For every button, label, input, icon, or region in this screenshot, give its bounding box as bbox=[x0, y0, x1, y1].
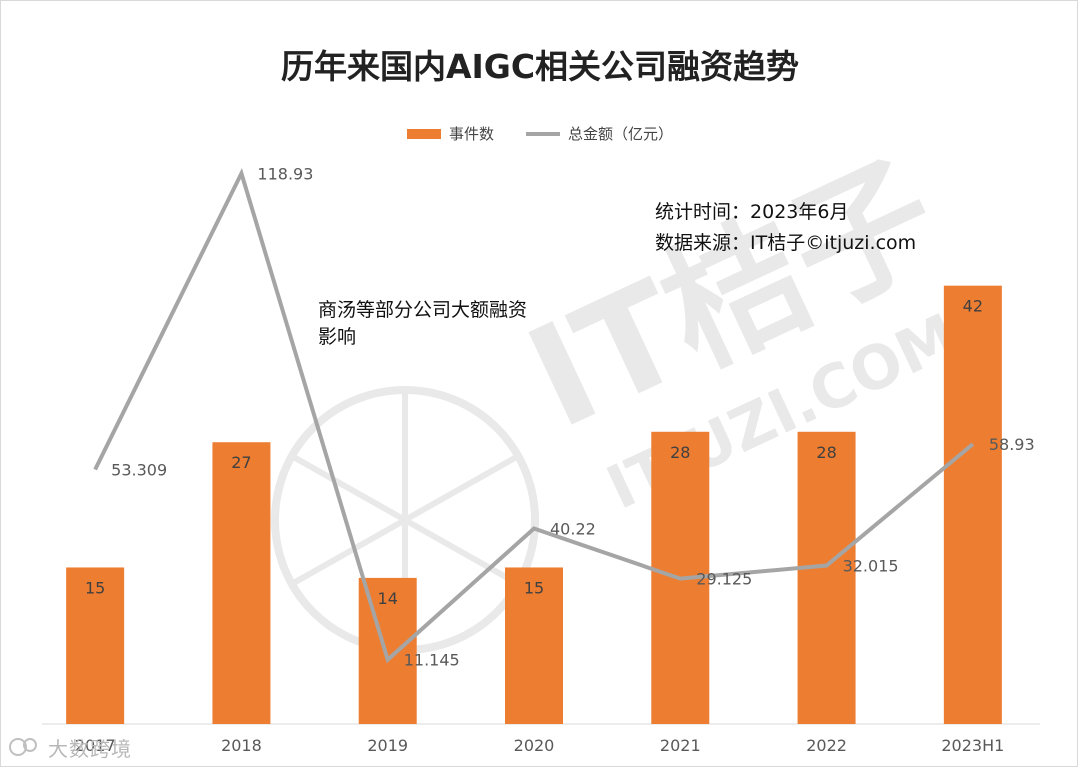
bar-label-2020: 15 bbox=[524, 578, 544, 597]
bar-2023H1 bbox=[943, 285, 1002, 724]
stat-time-value: 2023年6月 bbox=[750, 201, 849, 223]
corner-watermark-icon bbox=[9, 738, 37, 756]
bar-2020 bbox=[505, 567, 563, 724]
bar-2017 bbox=[66, 567, 125, 724]
legend-swatch-line bbox=[526, 131, 560, 136]
x-tick-labels: 2017 2018 2019 2020 2021 2022 2023H1 bbox=[75, 736, 1005, 755]
legend-item-events: 事件数 bbox=[406, 123, 494, 144]
bar-label-2023H1: 42 bbox=[963, 297, 983, 316]
corner-watermark-text: 大数跨境 bbox=[48, 737, 132, 761]
amount-line bbox=[93, 167, 975, 664]
line-label-2023H1: 58.93 bbox=[989, 435, 1035, 454]
legend-label-amount: 总金额（亿元） bbox=[568, 125, 674, 143]
legend-label-events: 事件数 bbox=[448, 125, 494, 143]
source-value: IT桔子©itjuzi.com bbox=[750, 232, 917, 254]
bar-label-2018: 27 bbox=[231, 453, 251, 472]
bar-2018 bbox=[212, 442, 271, 724]
x-tick-2019: 2019 bbox=[367, 736, 408, 755]
legend: 事件数 总金额（亿元） bbox=[0, 123, 1080, 144]
legend-swatch-bar bbox=[406, 128, 441, 139]
bar-labels: 15 27 14 15 28 28 42 bbox=[85, 297, 983, 608]
source-row: 数据来源：IT桔子©itjuzi.com bbox=[655, 228, 916, 259]
legend-item-amount: 总金额（亿元） bbox=[526, 123, 673, 144]
source-label: 数据来源： bbox=[655, 232, 751, 254]
bar-label-2017: 15 bbox=[85, 578, 105, 597]
line-label-2020: 40.22 bbox=[550, 520, 596, 539]
annotation-text: 商汤等部分公司大额融资影响 bbox=[318, 299, 528, 348]
stat-time-row: 统计时间：2023年6月 bbox=[655, 197, 916, 228]
x-tick-2020: 2020 bbox=[514, 736, 555, 755]
x-tick-2018: 2018 bbox=[221, 736, 262, 755]
watermark-logo-spoke-2 bbox=[288, 452, 522, 588]
bar-label-2021: 28 bbox=[670, 443, 690, 462]
line-label-2021: 29.125 bbox=[696, 570, 752, 589]
line-label-2017: 53.309 bbox=[111, 460, 167, 479]
line-label-2022: 32.015 bbox=[843, 557, 899, 576]
bar-label-2022: 28 bbox=[816, 443, 836, 462]
line-labels: 53.309 118.93 11.145 40.22 29.125 32.015 58.93 bbox=[111, 164, 1035, 669]
chart-title: 历年来国内AIGC相关公司融资趋势 bbox=[280, 47, 800, 86]
line-label-2018: 118.93 bbox=[257, 164, 313, 183]
x-tick-2021: 2021 bbox=[660, 736, 701, 755]
bar-2022 bbox=[797, 431, 856, 724]
x-tick-2022: 2022 bbox=[806, 736, 847, 755]
info-box: 统计时间：2023年6月 数据来源：IT桔子©itjuzi.com bbox=[655, 197, 916, 259]
x-tick-2017: 2017 bbox=[75, 736, 116, 755]
stat-time-label: 统计时间： bbox=[655, 201, 751, 223]
x-tick-2023H1: 2023H1 bbox=[941, 736, 1004, 755]
line-label-2019: 11.145 bbox=[404, 651, 460, 670]
watermark-logo-spoke-3 bbox=[288, 452, 522, 588]
bar-label-2019: 14 bbox=[378, 589, 398, 608]
